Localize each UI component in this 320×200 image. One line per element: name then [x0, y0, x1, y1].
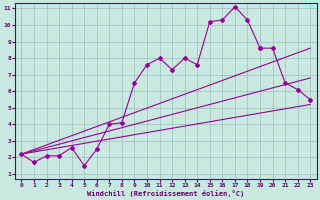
X-axis label: Windchill (Refroidissement éolien,°C): Windchill (Refroidissement éolien,°C)	[87, 190, 244, 197]
